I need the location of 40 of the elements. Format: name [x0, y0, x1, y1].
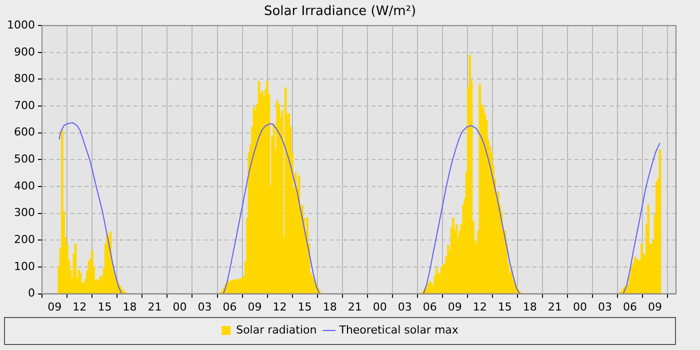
- y-tick-label: 600: [14, 126, 35, 139]
- y-tick-label: 300: [14, 206, 35, 220]
- x-tick-label: 21: [548, 300, 562, 314]
- y-tick-label: 700: [14, 98, 35, 112]
- x-tick-label: 03: [198, 300, 212, 314]
- x-tick-label: 00: [172, 300, 187, 314]
- x-tick-label: 09: [448, 300, 462, 314]
- x-tick-label: 18: [122, 300, 137, 314]
- x-tick-label: 12: [272, 300, 287, 314]
- x-tick-label: 18: [322, 300, 337, 314]
- y-tick-label: 100: [14, 260, 35, 273]
- y-tick-label: 500: [14, 152, 35, 166]
- y-tick-label: 400: [14, 179, 35, 192]
- x-tick-label: 03: [398, 300, 412, 314]
- x-tick-label: 06: [422, 300, 437, 314]
- x-tick-label: 06: [222, 300, 237, 314]
- chart-title: Solar Irradiance (W/m²): [264, 4, 416, 20]
- x-tick-label: 12: [472, 300, 487, 314]
- x-tick-label: 15: [98, 300, 112, 314]
- x-tick-label: 00: [572, 300, 587, 314]
- legend-label: Solar radiation: [236, 323, 317, 336]
- x-tick-label: 06: [622, 300, 637, 314]
- bar: [647, 204, 650, 294]
- x-tick-label: 21: [348, 300, 362, 314]
- x-tick-label: 18: [522, 300, 537, 314]
- legend-label: Theoretical solar max: [338, 323, 459, 336]
- x-tick-label: 09: [248, 300, 262, 314]
- x-tick-label: 09: [648, 300, 662, 314]
- x-tick-label: 00: [372, 300, 387, 314]
- x-tick-label: 15: [498, 300, 512, 314]
- y-tick-label: 1000: [6, 18, 35, 32]
- y-tick-label: 0: [28, 286, 35, 300]
- x-tick-label: 21: [148, 300, 162, 314]
- y-tick-label: 800: [14, 72, 35, 86]
- y-tick-label: 200: [14, 233, 35, 246]
- x-tick-label: 12: [72, 300, 87, 314]
- x-tick-label: 09: [48, 300, 62, 314]
- y-tick-label: 900: [14, 45, 35, 58]
- x-tick-label: 03: [598, 300, 612, 314]
- x-tick-label: 15: [298, 300, 312, 314]
